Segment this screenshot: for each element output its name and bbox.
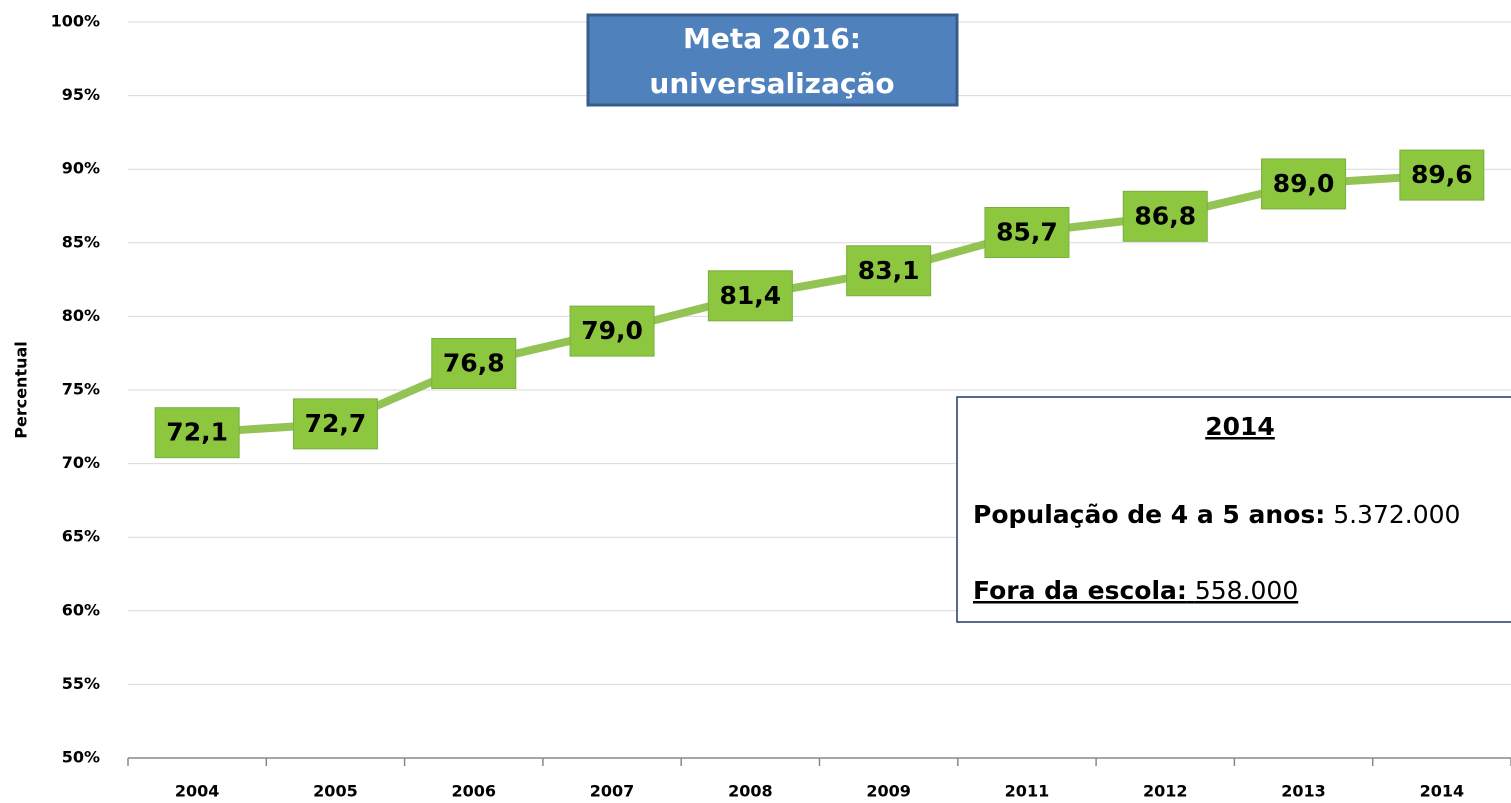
- goal-text: universalização: [649, 67, 894, 100]
- data-label-box: [431, 338, 517, 390]
- info-label: População de 4 a 5 anos:: [973, 500, 1325, 529]
- x-tick-label: 2004: [175, 782, 220, 801]
- y-tick-label: 75%: [62, 380, 100, 399]
- data-label-box: [846, 245, 932, 297]
- data-label-box: [1122, 190, 1208, 242]
- info-value: 5.372.000: [1333, 500, 1460, 529]
- info-line: Fora da escola: 558.000: [973, 576, 1298, 605]
- x-tick-label: 2005: [313, 782, 358, 801]
- data-label-box: [569, 305, 655, 357]
- data-label-box: [984, 206, 1070, 258]
- data-label: 81,4: [720, 281, 782, 310]
- y-tick-label: 90%: [62, 159, 100, 178]
- data-label-box: [1399, 149, 1485, 201]
- info-value: 558.000: [1195, 576, 1298, 605]
- data-label: 89,0: [1273, 169, 1335, 198]
- x-tick-label: 2011: [1005, 782, 1050, 801]
- y-tick-label: 50%: [62, 748, 100, 767]
- data-label-box: [1261, 158, 1347, 210]
- y-axis-label: Percentual: [12, 341, 31, 439]
- y-tick-label: 70%: [62, 453, 100, 472]
- info-line: População de 4 a 5 anos: 5.372.000: [973, 500, 1460, 529]
- data-label: 86,8: [1134, 201, 1196, 230]
- data-label: 72,1: [166, 418, 228, 447]
- data-label: 89,6: [1411, 160, 1473, 189]
- data-label: 72,7: [305, 409, 367, 438]
- data-line: [196, 171, 1443, 437]
- y-tick-label: 60%: [62, 600, 100, 619]
- y-tick-label: 95%: [62, 85, 100, 104]
- x-tick-label: 2013: [1281, 782, 1326, 801]
- y-tick-label: 80%: [62, 306, 100, 325]
- y-tick-label: 65%: [62, 527, 100, 546]
- data-label-box: [154, 407, 240, 459]
- x-tick-label: 2014: [1420, 782, 1465, 801]
- goal-text: Meta 2016:: [683, 22, 861, 55]
- data-label: 79,0: [581, 316, 643, 345]
- data-label-box: [707, 270, 793, 322]
- info-title: 2014: [1205, 412, 1275, 441]
- goal-box: [586, 13, 959, 107]
- x-tick-label: 2006: [451, 782, 496, 801]
- x-tick-label: 2008: [728, 782, 773, 801]
- y-tick-label: 55%: [62, 674, 100, 693]
- data-label: 76,8: [443, 349, 505, 378]
- data-label-box: [292, 398, 378, 450]
- y-tick-label: 85%: [62, 232, 100, 251]
- x-tick-label: 2012: [1143, 782, 1188, 801]
- data-label: 85,7: [996, 217, 1058, 246]
- info-label: Fora da escola:: [973, 576, 1187, 605]
- data-label: 83,1: [858, 256, 920, 285]
- x-tick-label: 2007: [590, 782, 635, 801]
- x-tick-label: 2009: [866, 782, 911, 801]
- y-tick-label: 100%: [51, 12, 100, 31]
- info-box: [956, 396, 1511, 623]
